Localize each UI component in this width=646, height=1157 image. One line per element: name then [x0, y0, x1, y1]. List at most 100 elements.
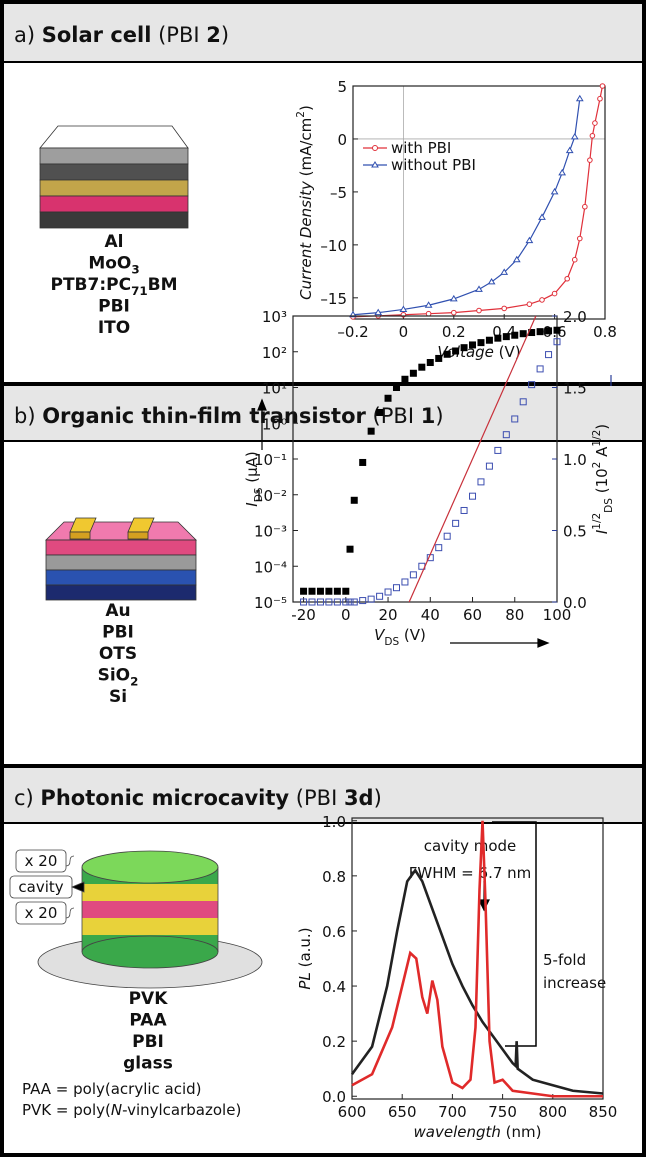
y-axis-label: Current Density (mA/cm2)	[295, 105, 315, 300]
marker	[592, 120, 598, 126]
header-c	[4, 768, 642, 823]
x-tick-label: 40	[421, 606, 440, 624]
marker	[333, 598, 341, 606]
annotation: cavity mode	[424, 837, 517, 855]
panel-title-part: (PBI	[151, 23, 206, 47]
marker	[575, 94, 584, 102]
x-tick-label: 0.2	[442, 323, 466, 341]
panel-title-part: Organic thin-film transistor	[42, 404, 366, 428]
layer-label: PAA	[129, 1011, 167, 1031]
y-tick-label: –15	[320, 290, 347, 308]
panel-title-part: )	[435, 404, 443, 428]
x-axis-label: wavelength (nm)	[414, 1123, 542, 1141]
marker	[325, 598, 333, 606]
y-tick-label: 10⁻²	[254, 487, 287, 505]
x-axis-label-part: V	[374, 626, 386, 644]
y2-tick-label: 1.0	[563, 451, 587, 469]
y2-axis-label-part: (10	[593, 468, 611, 498]
marker	[487, 277, 496, 285]
panel-title-part: b)	[14, 404, 42, 428]
marker	[451, 309, 457, 316]
marker	[342, 587, 350, 595]
layer-label-part: SiO	[98, 666, 131, 686]
series-line	[408, 315, 537, 603]
x-axis-label: VDS (V)	[374, 626, 426, 648]
plot-frame	[352, 85, 606, 320]
marker	[384, 588, 392, 596]
marker	[443, 532, 451, 540]
x-tick-label: –0.2	[337, 323, 368, 341]
marker	[346, 545, 354, 553]
x-axis-label-part: DS	[384, 636, 399, 648]
panel-title-part: Photonic microcavity	[40, 786, 289, 810]
y-axis-label-part: (μA)	[243, 451, 261, 487]
x-tick-label: 0.8	[593, 323, 617, 341]
x-tick-label: 750	[488, 1103, 517, 1121]
marker	[374, 308, 383, 316]
marker	[553, 326, 561, 334]
marker	[545, 327, 553, 335]
marker	[359, 458, 367, 466]
layer-label: PBI	[102, 623, 134, 643]
marker	[333, 587, 341, 595]
y-tick-label: 10⁰	[262, 415, 287, 433]
callout: x 20	[25, 852, 58, 870]
marker	[536, 365, 544, 373]
marker	[494, 446, 502, 454]
marker	[526, 301, 533, 307]
x-tick-label: 20	[378, 606, 397, 624]
marker	[460, 344, 468, 352]
marker	[392, 384, 400, 391]
x-tick-label: 60	[463, 606, 482, 624]
series-line	[351, 820, 603, 1098]
y-tick-label: 10³	[262, 308, 287, 326]
y-tick-label: 10⁻³	[254, 523, 287, 541]
marker	[539, 297, 545, 303]
marker	[425, 310, 432, 317]
marker	[494, 334, 502, 342]
x-axis-label-part: (V)	[399, 626, 426, 644]
marker	[570, 132, 579, 140]
legend-label: with PBI	[391, 139, 451, 157]
y-axis-label-part: (a.u.)	[296, 927, 314, 972]
marker	[350, 598, 358, 606]
note-part: PAA = poly(acrylic acid)	[22, 1080, 202, 1098]
marker	[376, 592, 384, 600]
y-tick-label: –5	[330, 184, 347, 202]
marker	[367, 427, 375, 435]
y2-tick-label: 0.5	[563, 523, 587, 541]
layer-label-part: 2	[130, 675, 138, 689]
device-stack-b	[45, 517, 197, 601]
panel-title-part: 3d	[344, 786, 374, 810]
marker	[367, 595, 375, 603]
marker	[469, 492, 477, 500]
layer-label: SiO2	[98, 666, 139, 689]
marker	[511, 415, 519, 423]
marker	[316, 587, 324, 595]
header-b	[4, 386, 642, 441]
marker	[342, 598, 350, 606]
layer-label-part: PTB7:PC	[50, 275, 131, 295]
layer-label: PBI	[98, 297, 130, 317]
layer-label-part: MoO	[88, 254, 131, 274]
x-tick-label: 80	[505, 606, 524, 624]
y-axis-label: IDS (μA)	[243, 451, 265, 506]
marker	[485, 462, 493, 470]
marker	[346, 598, 354, 606]
callout: x 20	[25, 904, 58, 922]
marker	[511, 331, 519, 339]
note-part: N	[111, 1101, 122, 1119]
legend-marker	[372, 145, 378, 151]
y-tick-label: 0.4	[322, 978, 346, 996]
marker	[384, 394, 392, 402]
layer-label: Si	[109, 687, 127, 707]
x-tick-label: 600	[338, 1103, 367, 1121]
marker	[571, 256, 578, 263]
marker	[577, 235, 583, 242]
marker	[582, 203, 588, 210]
y2-tick-label: 1.5	[563, 380, 587, 398]
layer-label-part: 71	[131, 284, 148, 298]
x-axis-label-part: (nm)	[501, 1123, 542, 1141]
y-axis-label-part: PL	[296, 972, 314, 989]
